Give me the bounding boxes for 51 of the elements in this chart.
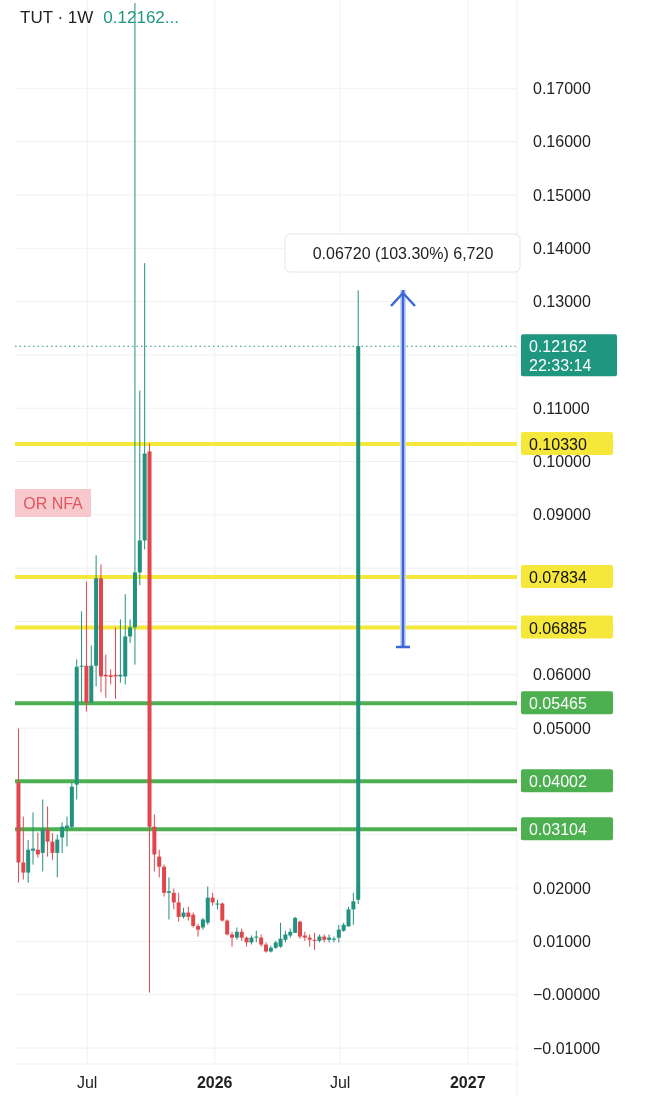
y-tick-label: 0.15000	[533, 186, 591, 204]
candlestick	[79, 610, 84, 704]
x-tick-label: 2027	[449, 1074, 486, 1091]
candlestick	[50, 832, 55, 861]
y-tick-label: −0.01000	[533, 1039, 601, 1057]
x-tick-label: 2026	[196, 1074, 233, 1091]
candlestick	[331, 936, 336, 943]
candlestick	[21, 816, 26, 881]
candlestick	[45, 805, 50, 858]
chart-title: TUT · 1W	[20, 8, 94, 27]
candlestick	[278, 922, 283, 949]
ref-line-label: 0.03104	[529, 821, 587, 839]
candlestick	[220, 901, 225, 923]
y-tick-label: 0.01000	[533, 932, 591, 950]
candlestick	[230, 931, 235, 948]
ref-line-label: 0.10330	[529, 435, 587, 453]
y-tick-label: −0.00000	[533, 986, 601, 1004]
ref-line-label: 0.04002	[529, 773, 587, 791]
candlestick	[259, 933, 264, 948]
candlestick	[312, 932, 317, 951]
candlestick	[40, 799, 45, 873]
y-tick-label: 0.13000	[533, 293, 591, 311]
candlestick	[128, 618, 133, 644]
y-tick-label: 0.17000	[533, 79, 591, 97]
y-tick-label: 0.11000	[533, 399, 590, 417]
ref-line-label: 0.05465	[529, 695, 587, 713]
y-tick-label: 0.06000	[533, 666, 591, 684]
y-tick-label: 0.16000	[533, 133, 591, 151]
ref-line-label: 0.06885	[529, 619, 587, 637]
candlestick	[55, 834, 60, 878]
candlestick	[157, 849, 162, 878]
annotation: 0.06720 (103.30%) 6,720	[312, 244, 494, 262]
x-tick-label: Jul	[76, 1074, 98, 1091]
candlestick	[176, 892, 181, 923]
y-tick-label: 0.10000	[533, 453, 591, 471]
y-tick-label: 0.05000	[533, 719, 591, 737]
chart-subtitle: 0.12162...	[103, 8, 179, 27]
y-tick-label: 0.09000	[533, 506, 591, 524]
candlestick	[234, 927, 239, 941]
y-tick-label: 0.02000	[533, 879, 591, 897]
candlestick	[26, 839, 31, 884]
candlestick	[171, 888, 176, 910]
ref-line-label: 0.07834	[529, 569, 587, 587]
x-tick-label: Jul	[329, 1074, 351, 1091]
annotation: OR NFA	[23, 494, 84, 512]
candlestick	[196, 923, 201, 938]
candlestick	[166, 876, 171, 921]
ref-line-label: 0.12162 22:33:14	[529, 338, 592, 375]
candlestick	[60, 821, 65, 854]
y-tick-label: 0.14000	[533, 239, 591, 257]
candlestick	[351, 892, 356, 926]
